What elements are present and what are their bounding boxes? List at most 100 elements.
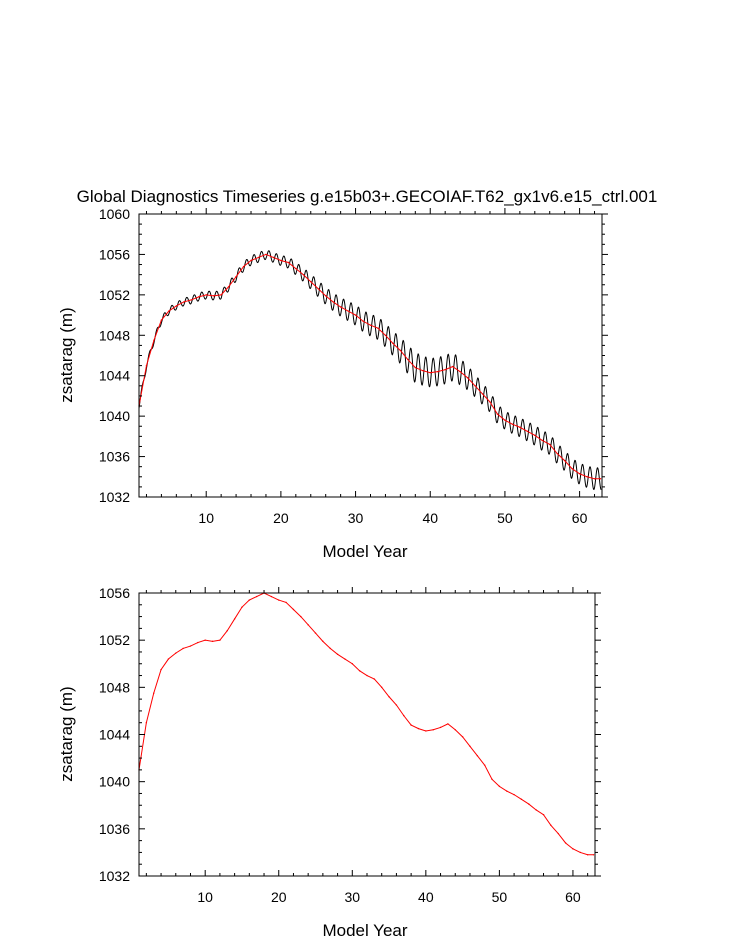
bottom-point-annual-24 [314, 632, 317, 634]
bottom-point-annual-54 [535, 809, 537, 811]
top-point-annual-49 [504, 419, 506, 421]
bottom-y-tick-label-0: 1032 [99, 868, 130, 884]
bottom-point-annual-61 [586, 854, 589, 856]
bottom-point-annual-4 [167, 658, 170, 660]
top-point-annual-24 [317, 288, 319, 290]
bottom-point-annual-12 [226, 630, 228, 632]
bottom-point-annual-20 [285, 601, 287, 604]
bottom-point-annual-14 [241, 606, 243, 608]
bottom-panel: 10 20 30 40 50 60 1032 1036 1040 1044 1048 1052 105… [57, 585, 601, 940]
top-point-annual-62 [599, 478, 602, 480]
top-point-annual-45 [474, 385, 476, 387]
bottom-point-annual-36 [403, 714, 405, 717]
bottom-point-annual-47 [483, 764, 486, 766]
top-point-annual-12 [227, 286, 230, 288]
top-point-annual-60 [586, 476, 588, 478]
top-x-tick-labels: 10 20 30 40 50 60 [198, 510, 587, 526]
bottom-point-annual-28 [344, 658, 346, 660]
bottom-x-axis-label: Model Year [322, 921, 407, 940]
top-point-annual-1 [145, 364, 148, 367]
bottom-point-annual-26 [329, 647, 331, 650]
top-panel: 10 20 30 40 50 60 1032 1036 1040 1044 1048 1052 105… [57, 206, 608, 561]
bottom-point-annual-25 [322, 640, 324, 643]
top-point-annual-37 [414, 366, 417, 369]
bottom-point-annual-55 [542, 813, 545, 816]
top-point-annual-59 [578, 473, 581, 475]
bottom-y-tick-label-1: 1036 [99, 821, 130, 837]
top-x-tick-label-3: 40 [422, 510, 438, 526]
bottom-point-annual-52 [520, 798, 523, 801]
bottom-series-annual [138, 592, 595, 856]
bottom-point-annual-33 [381, 686, 383, 689]
top-x-tick-label-2: 30 [348, 510, 364, 526]
top-point-annual-41 [444, 368, 446, 371]
bottom-point-annual-42 [447, 723, 449, 725]
top-y-axis-label: zsatarag (m) [57, 307, 76, 402]
bottom-point-annual-37 [410, 724, 412, 726]
bottom-point-annual-58 [564, 842, 567, 844]
bottom-point-annual-41 [439, 726, 442, 729]
bottom-point-annual-5 [175, 652, 177, 654]
bottom-point-annual-22 [300, 615, 302, 618]
bottom-ticks [139, 587, 601, 877]
bottom-y-tick-label-6: 1056 [99, 585, 130, 601]
top-point-annual-46 [481, 393, 484, 395]
top-point-annual-27 [339, 306, 342, 308]
top-y-tick-label-4: 1048 [99, 327, 130, 343]
bottom-point-annual-2 [153, 692, 155, 694]
bottom-y-tick-label-3: 1044 [99, 727, 130, 743]
top-point-annual-9 [205, 294, 207, 296]
bottom-point-annual-35 [395, 704, 398, 706]
bottom-point-annual-57 [557, 832, 559, 835]
bottom-point-annual-31 [366, 674, 368, 677]
bottom-point-annual-44 [461, 736, 464, 738]
top-plot-frame [138, 213, 603, 498]
top-point-annual-14 [242, 265, 245, 268]
bottom-point-annual-48 [491, 778, 493, 781]
bottom-point-annual-50 [506, 790, 508, 792]
top-point-annual-31 [369, 324, 372, 326]
bottom-point-annual-40 [432, 729, 434, 731]
bottom-point-annual-13 [233, 618, 236, 620]
top-x-tick-label-5: 60 [572, 510, 588, 526]
top-series-annual [138, 253, 602, 480]
bottom-point-annual-45 [469, 745, 471, 747]
top-point-annual-30 [362, 320, 364, 322]
bottom-y-tick-label-4: 1048 [99, 679, 130, 695]
bottom-x-tick-label-0: 10 [197, 889, 213, 905]
top-x-tick-label-0: 10 [198, 510, 214, 526]
top-series-monthly [138, 250, 602, 491]
top-x-tick-label-1: 20 [273, 510, 289, 526]
top-point-annual-23 [310, 281, 312, 283]
bottom-point-annual-43 [454, 729, 456, 731]
top-point-annual-51 [519, 426, 521, 428]
top-point-annual-16 [257, 256, 260, 259]
top-x-tick-label-4: 50 [497, 510, 513, 526]
bottom-point-annual-59 [572, 848, 574, 850]
top-point-annual-47 [489, 401, 491, 403]
top-point-annual-11 [220, 294, 222, 296]
top-point-annual-13 [235, 275, 237, 278]
bottom-point-annual-10 [211, 640, 214, 643]
bottom-point-annual-29 [351, 663, 353, 665]
top-point-annual-55 [549, 443, 551, 446]
bottom-x-tick-labels: 10 20 30 40 50 60 [197, 889, 581, 905]
top-point-annual-40 [437, 370, 439, 373]
top-point-annual-4 [168, 310, 170, 312]
top-point-annual-3 [160, 319, 163, 321]
bottom-point-annual-23 [307, 624, 309, 626]
top-point-annual-52 [526, 430, 529, 432]
top-y-tick-label-6: 1056 [99, 246, 130, 262]
bottom-y-tick-label-2: 1040 [99, 774, 130, 790]
top-point-annual-38 [422, 369, 424, 372]
bottom-point-annual-60 [579, 851, 581, 854]
bottom-point-annual-16 [255, 595, 258, 598]
top-point-annual-29 [354, 314, 357, 316]
top-ticks [139, 208, 608, 498]
top-point-annual-5 [175, 305, 178, 307]
bottom-plot-frame [138, 592, 596, 877]
top-point-annual-18 [272, 256, 275, 259]
top-point-annual-39 [429, 371, 431, 374]
top-point-annual-53 [534, 434, 536, 437]
bottom-point-annual-11 [219, 639, 221, 641]
